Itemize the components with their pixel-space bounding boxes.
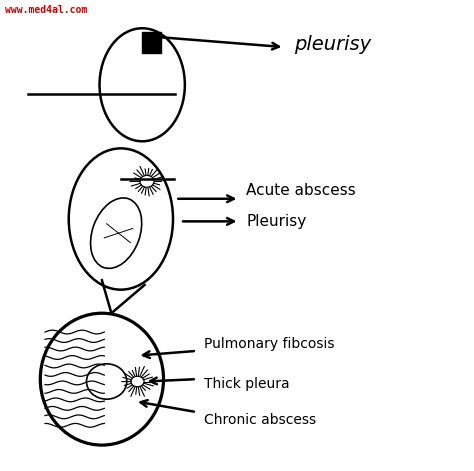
Text: Thick pleura: Thick pleura <box>204 377 290 391</box>
Ellipse shape <box>131 376 144 387</box>
Text: Pleurisy: Pleurisy <box>246 214 307 229</box>
Text: Acute abscess: Acute abscess <box>246 183 356 198</box>
Text: Pulmonary fibcosis: Pulmonary fibcosis <box>204 337 334 351</box>
Text: www.med4al.com: www.med4al.com <box>5 5 87 15</box>
Text: pleurisy: pleurisy <box>294 35 371 54</box>
Ellipse shape <box>140 175 154 187</box>
Text: Chronic abscess: Chronic abscess <box>204 413 316 427</box>
FancyBboxPatch shape <box>142 32 161 53</box>
